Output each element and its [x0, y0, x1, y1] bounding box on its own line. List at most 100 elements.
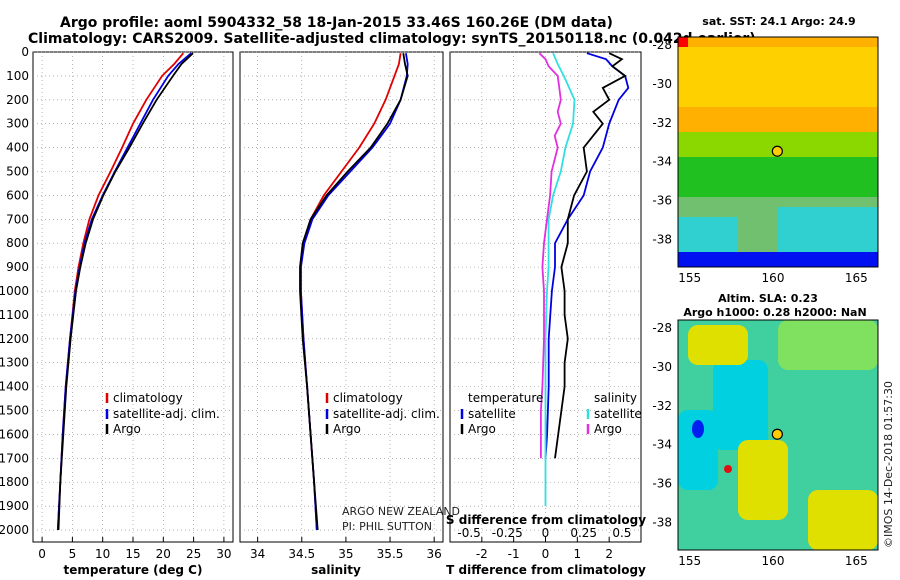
- legend-s-argo-label: Argo: [594, 422, 622, 436]
- x-tick-label: 0: [38, 547, 46, 561]
- depth-tick-label: 0: [21, 45, 29, 59]
- credit-line-1: ARGO NEW ZEALAND: [342, 505, 460, 518]
- map-lat-tick-label: -36: [652, 194, 672, 208]
- x-tick-label: 20: [156, 547, 171, 561]
- depth-tick-label: 1300: [0, 356, 29, 370]
- legend-satellite-label: satellite-adj. clim.: [113, 407, 220, 421]
- depth-tick-label: 1100: [0, 308, 29, 322]
- map-lat-tick-label: -28: [652, 321, 672, 335]
- map-field-region: [713, 360, 768, 450]
- map-lat-tick-label: -30: [652, 77, 672, 91]
- profile-lines: [56, 52, 630, 531]
- t-difference-axis-label: T difference from climatology: [446, 563, 646, 577]
- x-tick-label: 34: [250, 547, 265, 561]
- legend-argo-label: Argo: [113, 422, 141, 436]
- legend-satellite-label: satellite-adj. clim.: [333, 407, 440, 421]
- series-line-salinity-satellite: [544, 52, 576, 507]
- map-lat-tick-label: -38: [652, 516, 672, 530]
- map-lon-tick-label: 160: [762, 271, 785, 285]
- x-tick-label: 34.5: [288, 547, 315, 561]
- series-line-argo: [299, 53, 409, 531]
- sla-map-title: Altim. SLA: 0.23: [718, 292, 818, 305]
- series-line-salinity-argo: [538, 52, 562, 459]
- map-field-region: [724, 465, 732, 473]
- x-tick-label: 0: [542, 547, 550, 561]
- depth-tick-label: 1600: [0, 427, 29, 441]
- series-line-argo: [57, 52, 194, 531]
- difference-legend-left: temperature satellite Argo: [460, 391, 543, 436]
- legend-climatology-label: climatology: [113, 391, 183, 405]
- temperature-legend: climatology satellite-adj. clim. Argo: [105, 391, 220, 436]
- map-lon-tick-label: 165: [845, 554, 868, 568]
- series-line-temperature-argo: [554, 52, 627, 459]
- map-lon-tick-label: 155: [678, 271, 701, 285]
- depth-tick-label: 2000: [0, 523, 29, 537]
- float-position-marker: [771, 145, 783, 157]
- sst-map-title: sat. SST: 24.1 Argo: 24.9: [702, 15, 855, 28]
- map-field-region: [778, 320, 878, 370]
- legend-s-satellite-label: satellite: [594, 407, 642, 421]
- depth-tick-label: 1500: [0, 404, 29, 418]
- float-position-marker: [771, 428, 783, 440]
- s-difference-axis-label: S difference from climatology: [446, 513, 646, 527]
- imos-stamp: ©IMOS 14-Dec-2018 01:57:30: [882, 381, 895, 548]
- map-frame: [677, 36, 879, 268]
- legend-argo-label: Argo: [333, 422, 361, 436]
- depth-tick-label: 300: [6, 117, 29, 131]
- x-tick-label: 35.5: [377, 547, 404, 561]
- depth-tick-label: 100: [6, 69, 29, 83]
- map-lat-tick-label: -38: [652, 233, 672, 247]
- x-tick-label: 5: [69, 547, 77, 561]
- x-tick-label: 15: [125, 547, 140, 561]
- depth-tick-label: 1700: [0, 451, 29, 465]
- map-lon-tick-label: 165: [845, 271, 868, 285]
- s-diff-tick-label: 0.5: [612, 526, 631, 540]
- map-lat-tick-label: -34: [652, 438, 672, 452]
- map-lat-tick-label: -28: [652, 38, 672, 52]
- map-lat-tick-label: -32: [652, 116, 672, 130]
- x-tick-label: 36: [427, 547, 442, 561]
- title-line-2: Climatology: CARS2009. Satellite-adjuste…: [28, 31, 756, 47]
- salinity-panel: [239, 51, 444, 543]
- map-lat-tick-label: -32: [652, 399, 672, 413]
- depth-tick-label: 1900: [0, 499, 29, 513]
- depth-tick-label: 1200: [0, 332, 29, 346]
- legend-temperature-title: temperature: [468, 391, 543, 405]
- sst-map: 155 160 165 -28 -30 -32 -34 -36 -38: [652, 36, 879, 285]
- s-diff-tick-label: -0.25: [492, 526, 523, 540]
- gridlines: [33, 51, 641, 542]
- s-diff-tick-label: 0: [542, 526, 550, 540]
- depth-tick-label: 600: [6, 188, 29, 202]
- sla-map: 155 160 165 -28 -30 -32 -34 -36 -38: [652, 319, 879, 568]
- map-lon-tick-label: 160: [762, 554, 785, 568]
- map-field-region: [738, 440, 788, 520]
- map-field-region: [678, 37, 688, 47]
- map-field-region: [808, 490, 878, 550]
- x-tick-label: 10: [95, 547, 110, 561]
- s-diff-tick-label: -0.5: [457, 526, 480, 540]
- depth-tick-label: 500: [6, 165, 29, 179]
- map-field-region: [678, 252, 878, 267]
- legend-t-argo-label: Argo: [468, 422, 496, 436]
- map-lat-tick-label: -30: [652, 360, 672, 374]
- title-line-1: Argo profile: aoml 5904332_58 18-Jan-201…: [60, 15, 613, 31]
- x-tick-label: -2: [476, 547, 488, 561]
- map-field-region: [678, 47, 878, 107]
- depth-tick-label: 700: [6, 212, 29, 226]
- map-lat-tick-label: -36: [652, 477, 672, 491]
- depth-tick-label: 900: [6, 260, 29, 274]
- map-lon-tick-label: 155: [678, 554, 701, 568]
- x-tick-label: 2: [605, 547, 613, 561]
- salinity-legend: climatology satellite-adj. clim. Argo: [325, 391, 440, 436]
- temperature-axis-label: temperature (deg C): [64, 563, 203, 577]
- map-lat-tick-label: -34: [652, 155, 672, 169]
- x-tick-label: 1: [574, 547, 582, 561]
- legend-climatology-label: climatology: [333, 391, 403, 405]
- depth-tick-label: 1000: [0, 284, 29, 298]
- x-tick-label: 35: [338, 547, 353, 561]
- depth-tick-label: 400: [6, 141, 29, 155]
- x-tick-label: -1: [508, 547, 520, 561]
- legend-salinity-title: salinity: [594, 391, 637, 405]
